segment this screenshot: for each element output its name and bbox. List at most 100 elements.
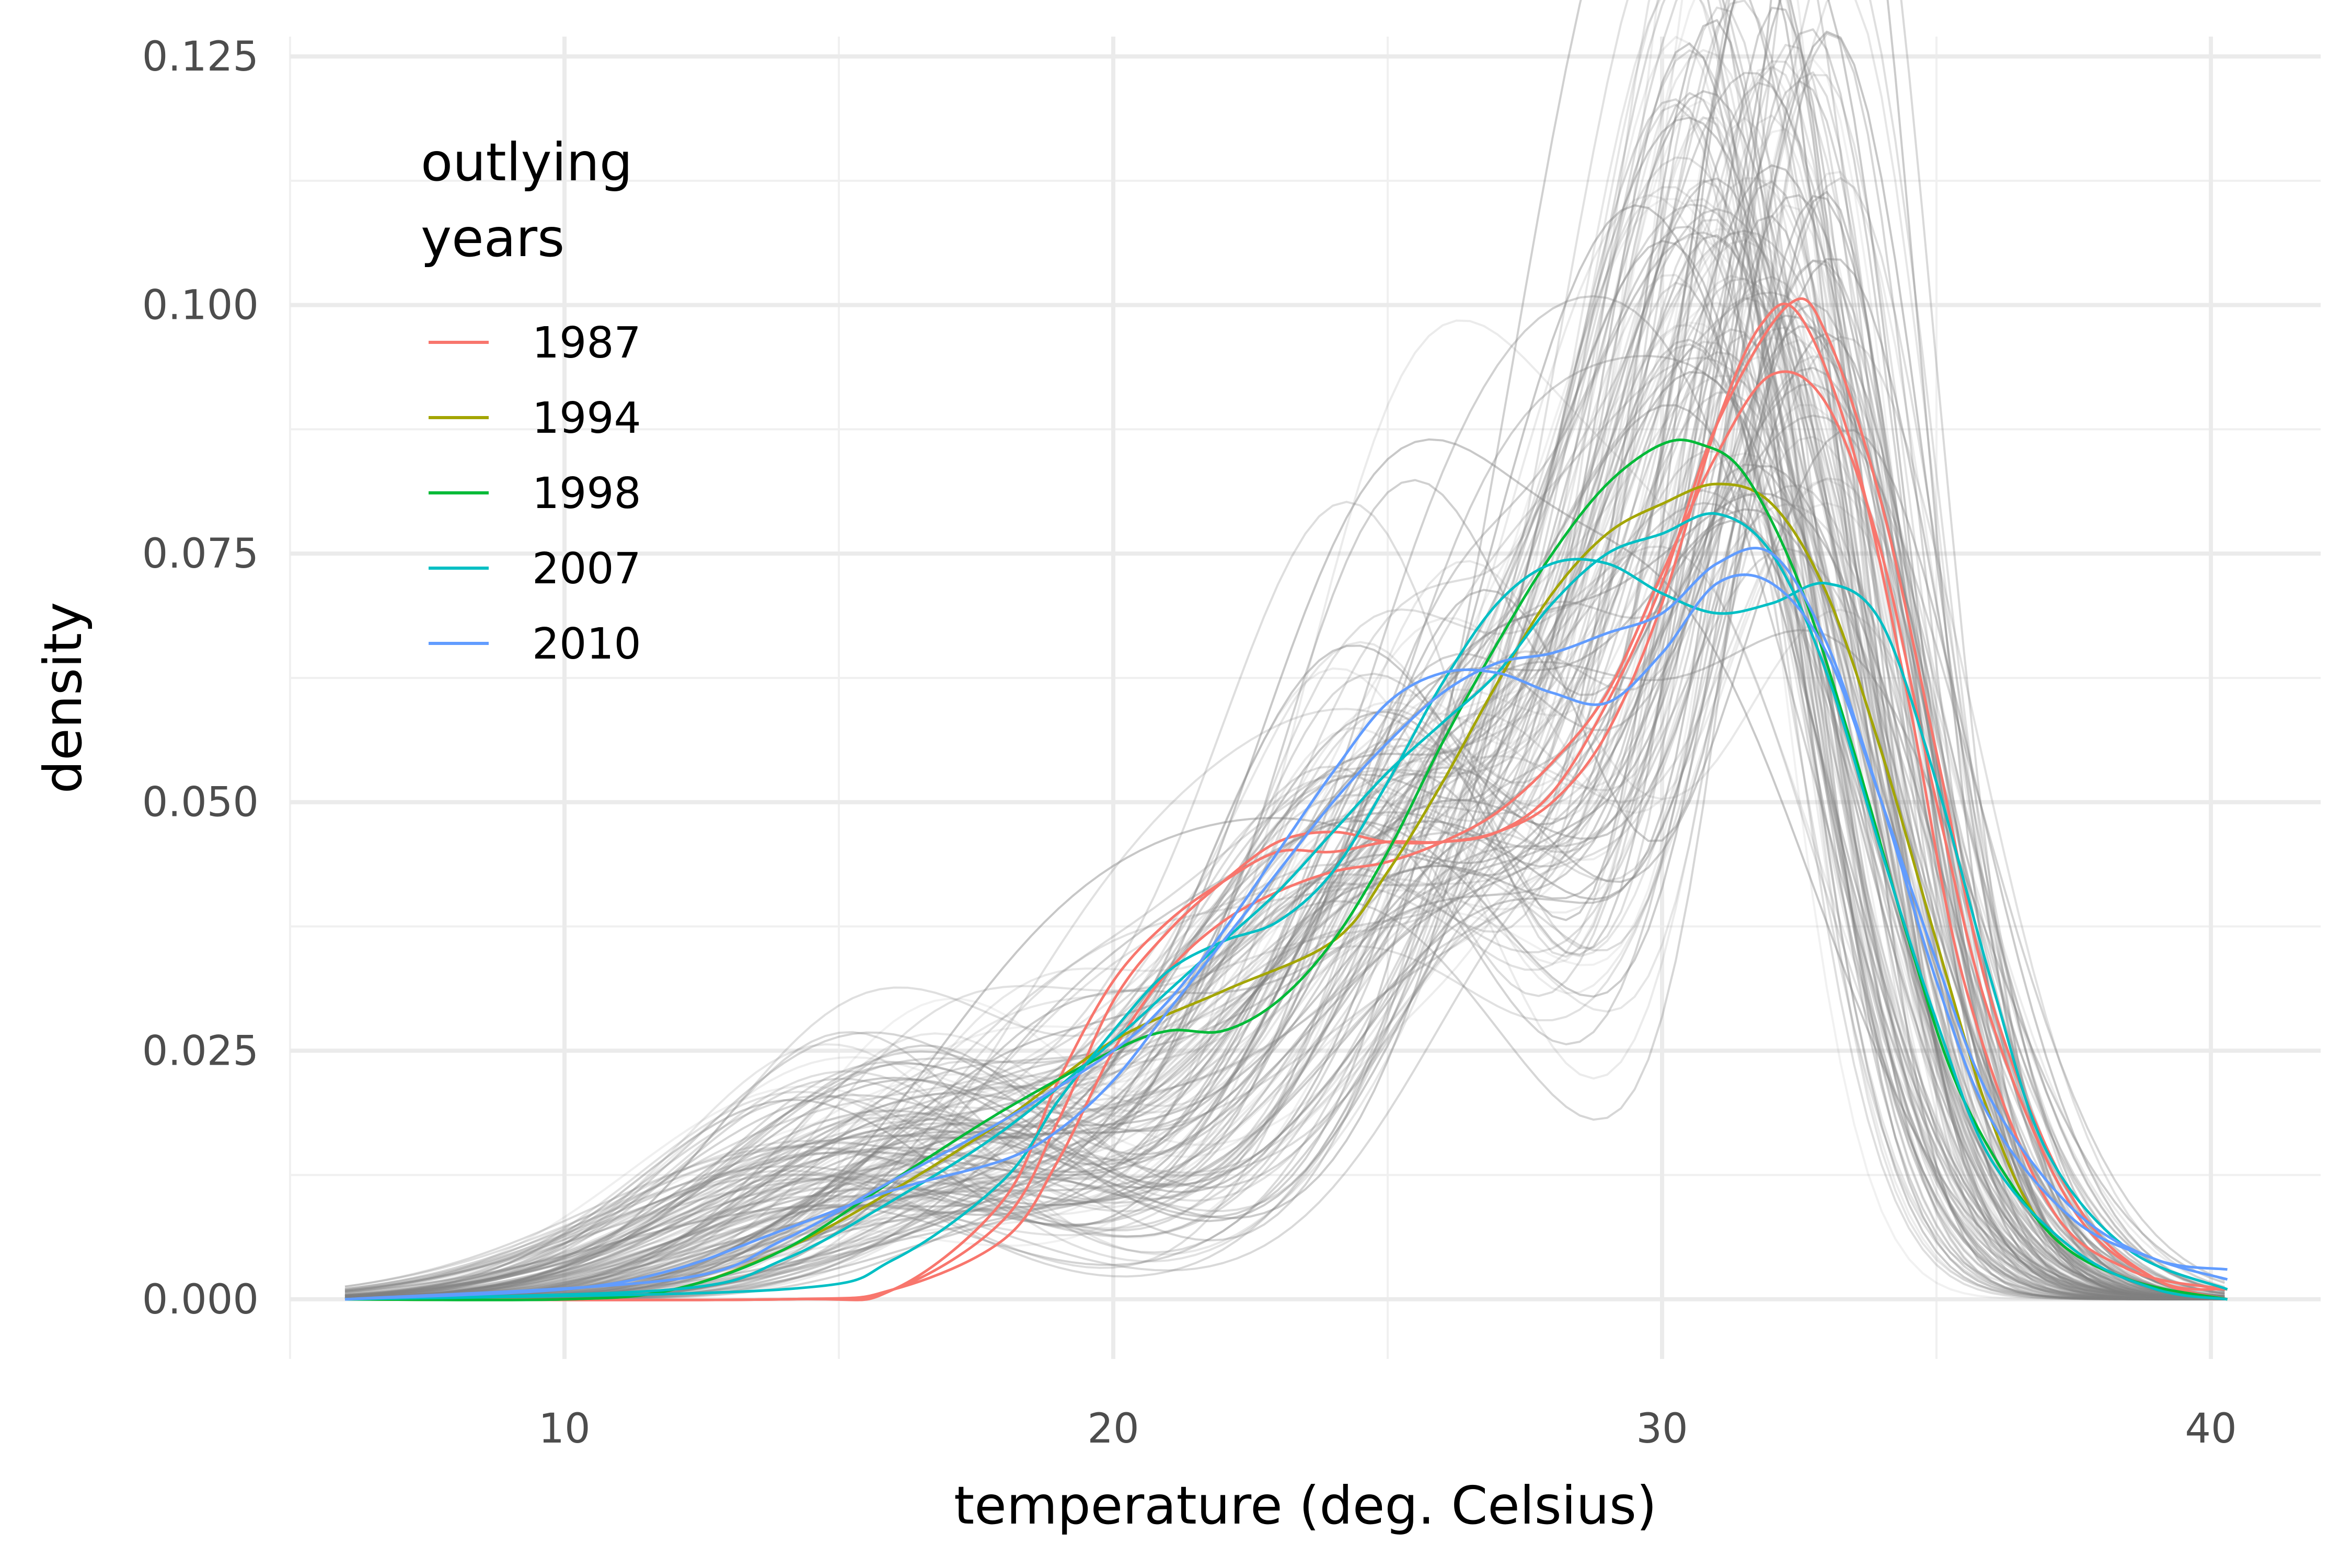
background-curve [344,194,2225,1300]
x-tick-label: 10 [538,1405,590,1452]
background-curve [344,438,2225,1300]
background-curve [344,42,2225,1300]
background-curve [344,218,2225,1300]
series-line-2010 [344,573,2228,1301]
background-curve [344,117,2225,1300]
background-curve [344,114,2225,1300]
background-curve [344,180,2225,1300]
background-curve [344,0,2225,1300]
background-curve [344,485,2225,1300]
outlying-year-curves [344,297,2228,1301]
background-curve [344,239,2225,1300]
background-curve [344,171,2225,1300]
background-curve [345,228,2225,1300]
background-curve [344,28,2225,1300]
background-curve [344,66,2225,1300]
y-axis-ticks: 0.000 0.025 0.050 0.075 0.100 0.125 [142,33,259,1323]
background-curve [344,337,2225,1299]
background-curve [345,452,2225,1300]
background-curve [345,0,2225,1300]
background-curve [344,0,2225,1299]
background-curve [344,177,2225,1299]
background-curve [345,274,2225,1300]
background-curve [344,371,2225,1300]
background-curve [345,0,2225,1300]
series-line-1994 [344,482,2228,1301]
background-curve [344,6,2225,1300]
legend-title-line-2: years [421,207,564,269]
legend-label-2007: 2007 [532,544,641,594]
background-curve [344,492,2225,1299]
legend-label-1998: 1998 [532,469,641,518]
background-curve [344,375,2225,1300]
background-curve [344,259,2225,1300]
legend-label-2010: 2010 [532,619,641,669]
background-curve [344,328,2225,1300]
legend-label-1994: 1994 [532,394,641,443]
background-curve [344,275,2225,1300]
background-curve [345,324,2225,1300]
background-curve [345,341,2225,1300]
background-curve [345,49,2225,1300]
background-curve [344,0,2225,1300]
background-curve [344,429,2225,1298]
background-curve [344,19,2225,1300]
background-curve [344,60,2225,1300]
background-curve [344,156,2225,1299]
legend-entries: 1987 1994 1998 2007 2010 [429,318,641,669]
background-curve [344,0,2225,1300]
background-curve [345,177,2225,1300]
background-curve [344,225,2225,1300]
series-line-1987 [344,370,2228,1301]
background-curve [344,36,2225,1300]
background-curve [344,314,2225,1300]
background-curve [344,508,2225,1297]
background-curve [345,0,2225,1300]
minor-gridlines [289,37,2321,1359]
legend-label-1987: 1987 [532,318,641,368]
major-gridlines [290,37,2321,1359]
background-curve [345,520,2225,1300]
background-curve [344,234,2225,1300]
background-curve [344,450,2225,1300]
x-tick-label: 20 [1087,1405,1139,1452]
y-tick-label: 0.125 [142,33,259,80]
background-curve [344,0,2225,1300]
background-curve [344,259,2225,1300]
background-curve [345,30,2225,1300]
background-curve [344,191,2225,1300]
background-curve [344,366,2225,1300]
background-curve [344,477,2225,1300]
background-curve [344,229,2225,1299]
x-tick-label: 30 [1636,1405,1688,1452]
background-curve [344,194,2225,1300]
background-curve [344,164,2225,1300]
x-tick-label: 40 [2185,1405,2236,1452]
background-curve [345,302,2225,1300]
background-curve [344,351,2225,1300]
background-curve [344,0,2225,1300]
background-curve [344,383,2225,1293]
background-curve [344,198,2225,1300]
background-curve [344,404,2225,1297]
y-axis-title: density [32,602,94,794]
background-curve [344,282,2225,1300]
background-curve [344,208,2225,1296]
y-tick-label: 0.000 [142,1276,259,1323]
background-curve [344,0,2225,1300]
background-curve [345,356,2225,1300]
background-curve [344,0,2225,1300]
y-tick-label: 0.025 [142,1028,259,1075]
background-curve [345,231,2225,1300]
background-curve [344,0,2225,1300]
background-curve [344,326,2225,1300]
background-curve [344,545,2225,1300]
y-tick-label: 0.075 [142,531,259,578]
background-curve [344,321,2225,1300]
background-curve [344,484,2225,1298]
background-curve [345,98,2225,1300]
background-curve [344,49,2225,1298]
background-curve [344,343,2225,1300]
background-curve [344,547,2225,1300]
